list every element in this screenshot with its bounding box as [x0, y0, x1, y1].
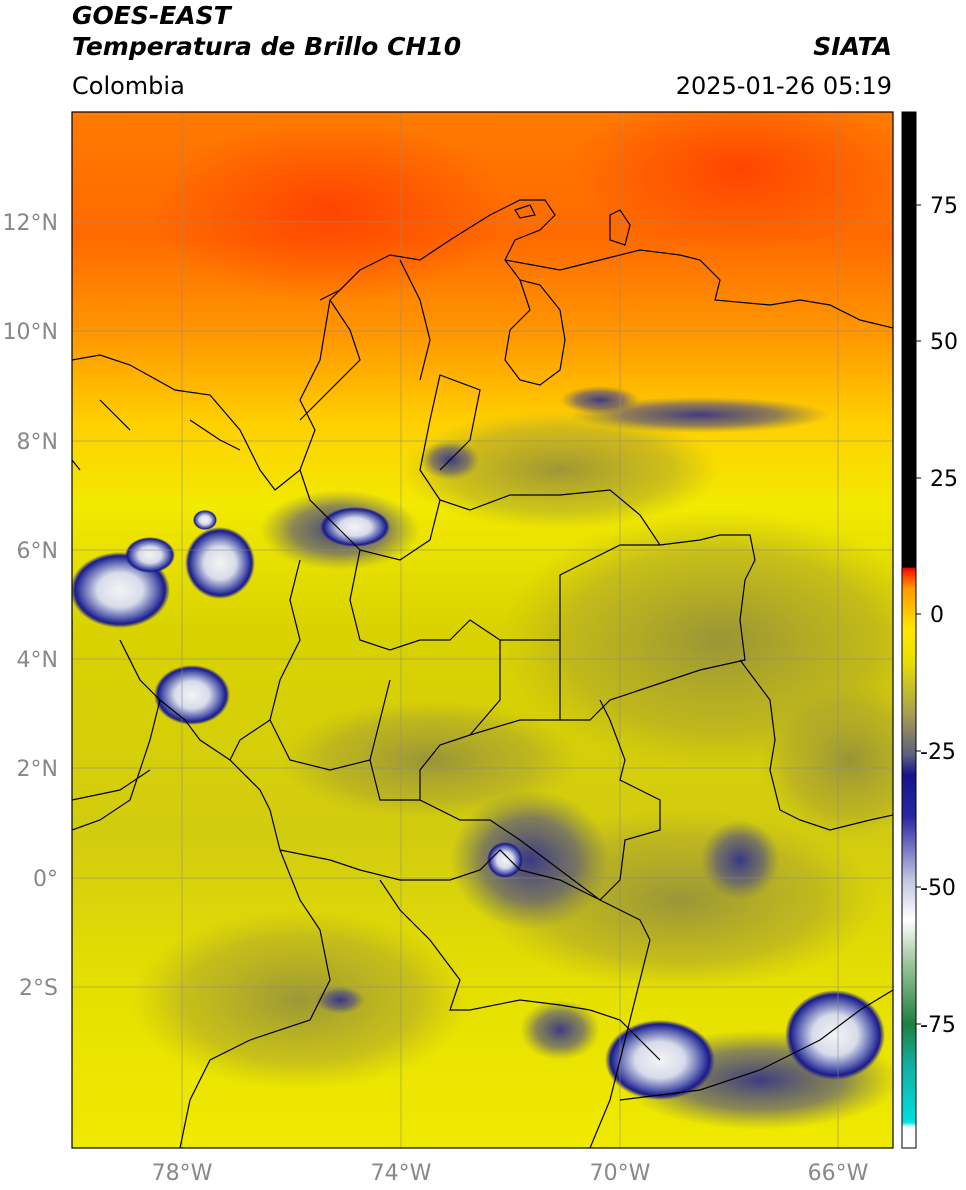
colorbar-tick: -75	[920, 1013, 956, 1038]
region-label: Colombia	[72, 72, 185, 100]
colorbar-gradient	[901, 111, 917, 1149]
lat-tick: 2°N	[17, 757, 58, 782]
title-block: GOES-EAST Temperatura de Brillo CH10 Col…	[72, 0, 461, 104]
colorbar-tick: 75	[930, 194, 958, 219]
lon-tick: 74°W	[371, 1161, 432, 1186]
lat-tick: 0°	[33, 867, 58, 892]
gridlines	[72, 112, 893, 1148]
colorbar-tick: 25	[930, 467, 958, 492]
product-title: Temperatura de Brillo CH10	[72, 32, 462, 61]
lat-tick: 8°N	[17, 430, 58, 455]
lat-tick: 10°N	[3, 320, 58, 345]
lon-tick: 78°W	[152, 1161, 213, 1186]
map-frame	[71, 111, 894, 1149]
colorbar-tick: -50	[920, 876, 956, 901]
lat-tick: 12°N	[3, 211, 58, 236]
satellite-title: GOES-EAST	[72, 1, 231, 30]
lon-tick: 70°W	[590, 1161, 651, 1186]
agency-label: SIATA	[813, 32, 892, 61]
lat-tick: 4°N	[17, 648, 58, 673]
brightness-temperature-field	[72, 112, 893, 1148]
longitude-labels: 78°W 74°W 70°W 66°W	[152, 1161, 869, 1186]
colorbar: 75 50 25 0 -25 -50 -75	[901, 111, 958, 1149]
colorbar-tick: -25	[920, 740, 956, 765]
colorbar-tick: 0	[930, 603, 944, 628]
latitude-labels: 12°N 10°N 8°N 6°N 4°N 2°N 0° 2°S	[3, 211, 58, 1001]
colorbar-tick: 50	[930, 330, 958, 355]
country-borders	[72, 199, 893, 1148]
datetime-label: 2025-01-26 05:19	[675, 72, 892, 100]
lat-tick: 2°S	[19, 976, 58, 1001]
title-right-block: SIATA 2025-01-26 05:19	[676, 31, 892, 104]
lon-tick: 66°W	[808, 1161, 869, 1186]
lat-tick: 6°N	[17, 539, 58, 564]
